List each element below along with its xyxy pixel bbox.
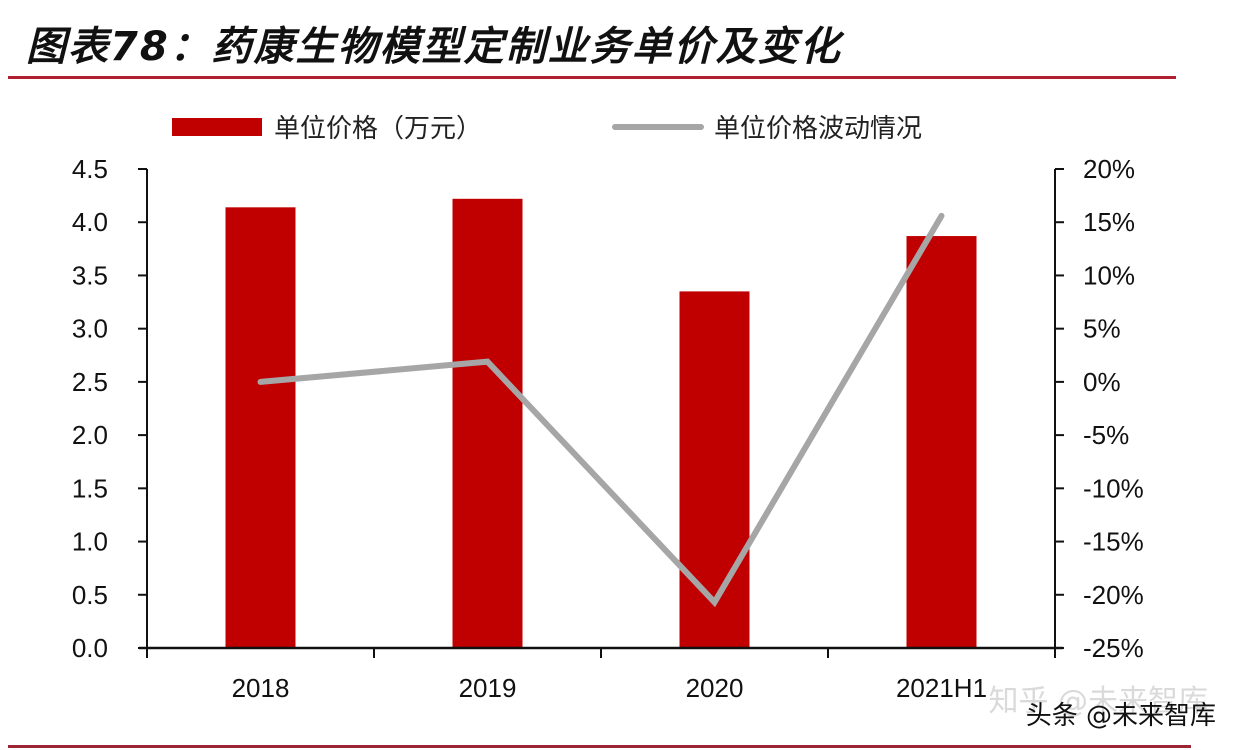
chart-title: 图表78：药康生物模型定制业务单价及变化 bbox=[26, 24, 842, 70]
right-tick-label: -5% bbox=[1083, 420, 1129, 450]
legend: 单位价格（万元） 单位价格波动情况 bbox=[0, 108, 1238, 144]
right-tick-label: 15% bbox=[1083, 207, 1135, 237]
left-tick-label: 2.5 bbox=[72, 367, 108, 397]
bar-2019 bbox=[452, 198, 523, 648]
legend-label-bar: 单位价格（万元） bbox=[274, 114, 483, 144]
left-tick-label: 2.0 bbox=[72, 420, 108, 450]
left-tick-label: 3.0 bbox=[72, 314, 108, 344]
price-change-line bbox=[257, 212, 945, 608]
right-tick-label: -25% bbox=[1083, 633, 1144, 663]
x-tick-label: 2019 bbox=[459, 673, 517, 703]
left-tick-label: 0.5 bbox=[72, 580, 108, 610]
left-tick-label: 0.0 bbox=[72, 633, 108, 663]
right-tick-label: 10% bbox=[1083, 260, 1135, 290]
left-tick-label: 3.5 bbox=[72, 260, 108, 290]
bar-swatch-icon bbox=[172, 117, 262, 136]
right-tick-label: -15% bbox=[1083, 527, 1144, 557]
legend-item-bar: 单位价格（万元） bbox=[172, 108, 482, 145]
bar-2021H1 bbox=[906, 236, 977, 648]
footer-divider bbox=[8, 745, 1191, 748]
legend-label-line: 单位价格波动情况 bbox=[714, 114, 923, 144]
watermark: 头条 @未来智库 bbox=[1025, 701, 1216, 731]
line-swatch-icon bbox=[612, 123, 704, 130]
right-tick-label: 20% bbox=[1083, 154, 1135, 184]
right-tick-label: -10% bbox=[1083, 473, 1144, 503]
watermark-ghost: 知乎 @未来智库 bbox=[988, 684, 1208, 719]
left-tick-label: 1.5 bbox=[72, 473, 108, 503]
bar-2018 bbox=[225, 207, 296, 648]
x-tick-label: 2018 bbox=[232, 673, 290, 703]
right-tick-label: 5% bbox=[1083, 314, 1121, 344]
left-tick-label: 4.0 bbox=[72, 207, 108, 237]
x-tick-label: 2020 bbox=[686, 673, 744, 703]
right-tick-label: 0% bbox=[1083, 367, 1121, 397]
x-tick-label: 2021H1 bbox=[896, 673, 987, 703]
bar-2020 bbox=[679, 291, 750, 648]
left-tick-label: 4.5 bbox=[72, 154, 108, 184]
title-divider bbox=[8, 76, 1176, 79]
left-tick-label: 1.0 bbox=[72, 527, 108, 557]
right-tick-label: -20% bbox=[1083, 580, 1144, 610]
legend-item-line: 单位价格波动情况 bbox=[612, 108, 922, 145]
